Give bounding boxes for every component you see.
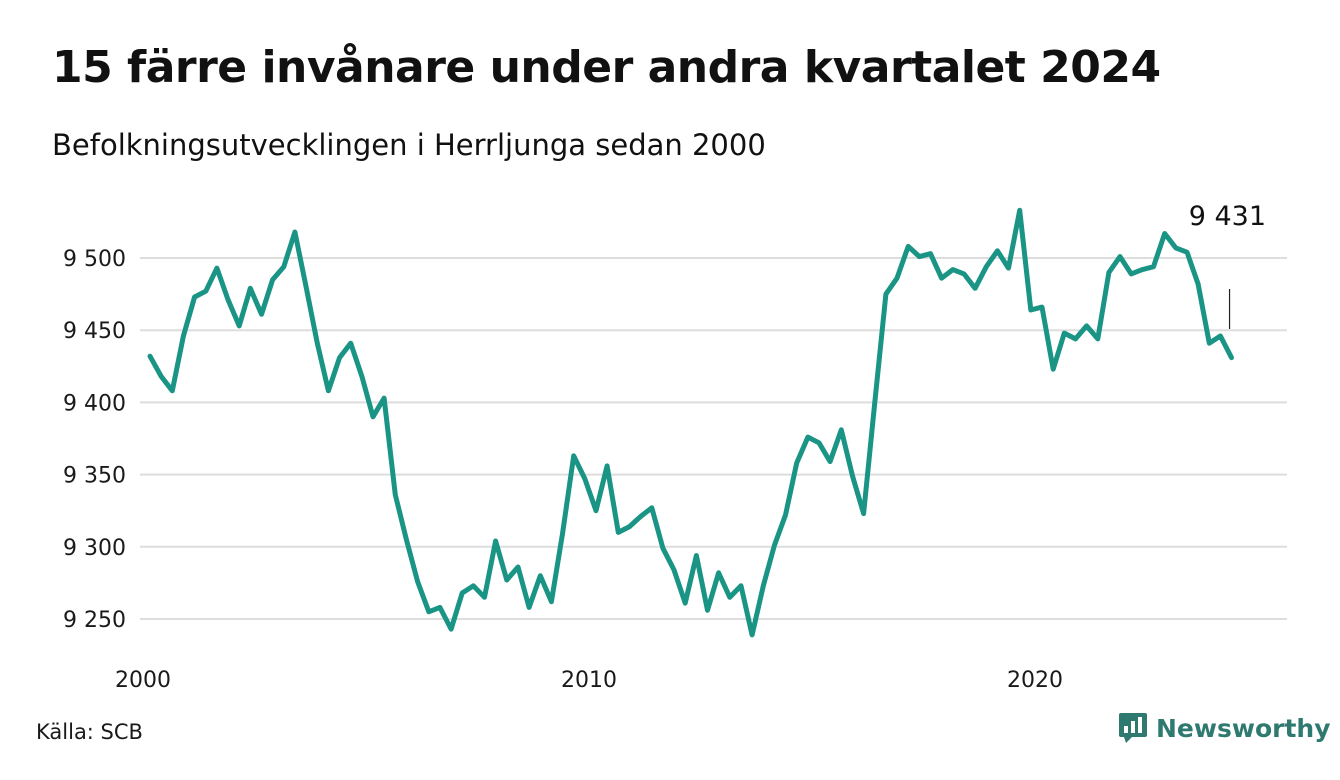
last-value-label: 9 431	[1189, 201, 1266, 232]
chart-subtitle: Befolkningsutvecklingen i Herrljunga sed…	[52, 128, 766, 162]
y-axis-ticks: 9 250 9 300 9 350 9 400 9 450 9 500	[63, 247, 126, 633]
chart-title: 15 färre invånare under andra kvartalet …	[52, 42, 1161, 93]
x-tick-label: 2010	[561, 668, 617, 693]
y-tick-label: 9 400	[63, 391, 126, 416]
y-tick-label: 9 350	[63, 464, 126, 489]
y-tick-label: 9 300	[63, 536, 126, 561]
newsworthy-logo-icon	[1119, 713, 1147, 743]
x-tick-label: 2000	[115, 668, 171, 693]
source-note: Källa: SCB	[36, 720, 143, 744]
x-tick-label: 2020	[1007, 668, 1063, 693]
brand-name: Newsworthy	[1156, 713, 1331, 743]
gridlines	[140, 257, 1287, 620]
y-tick-label: 9 250	[63, 608, 126, 633]
brand-logo: Newsworthy	[1118, 712, 1331, 744]
y-tick-label: 9 500	[63, 247, 126, 272]
x-axis-ticks: 2000 2010 2020	[115, 668, 1063, 693]
y-tick-label: 9 450	[63, 319, 126, 344]
population-line	[147, 207, 1234, 638]
